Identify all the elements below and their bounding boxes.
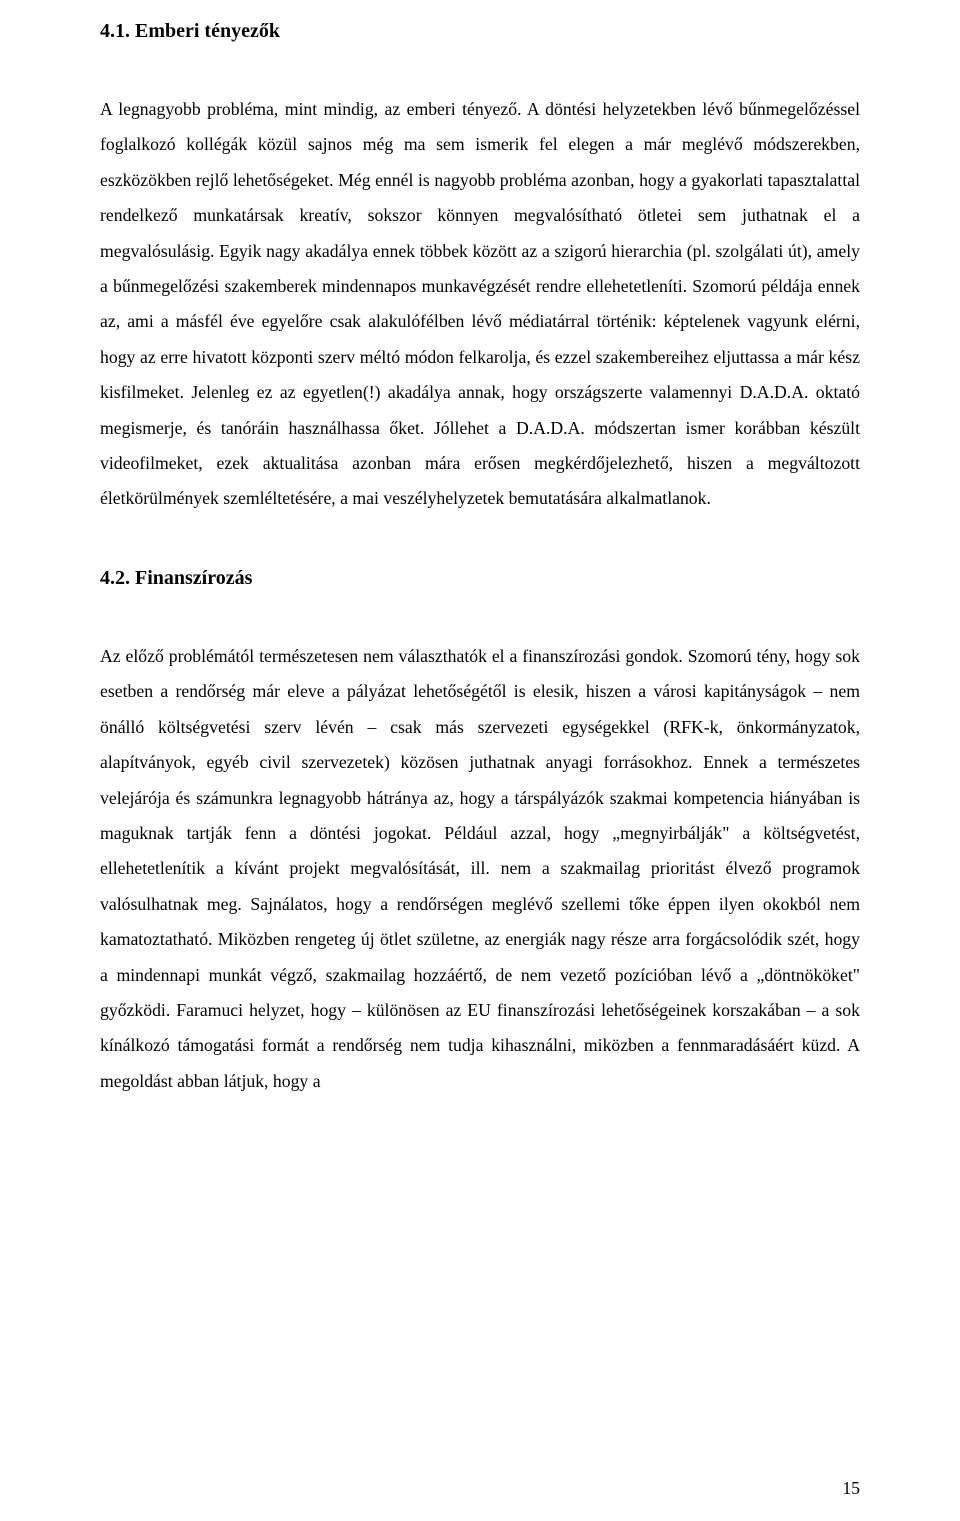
section-body-2: Az előző problémától természetesen nem v…: [100, 639, 860, 1099]
document-page: 4.1. Emberi tényezők A legnagyobb problé…: [0, 0, 960, 1521]
page-number: 15: [842, 1478, 860, 1499]
section-heading-1: 4.1. Emberi tényezők: [100, 18, 860, 44]
section-body-1: A legnagyobb probléma, mint mindig, az e…: [100, 92, 860, 517]
section-heading-2: 4.2. Finanszírozás: [100, 565, 860, 591]
